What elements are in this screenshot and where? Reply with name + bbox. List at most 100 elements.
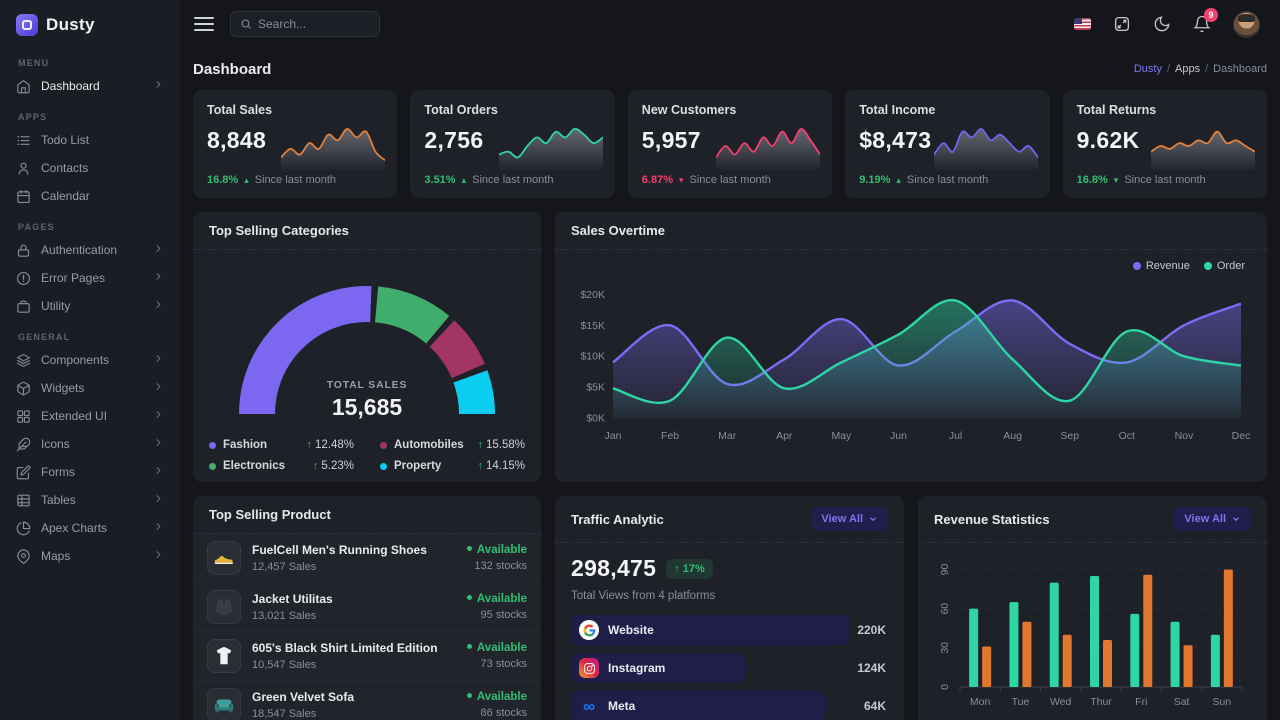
stat-value: $8,473 [859, 127, 932, 153]
traffic-analytic-card: Traffic Analytic View All 298,475 ↑ 17% … [555, 496, 904, 720]
product-jacket-image [207, 590, 241, 624]
category-legend-electronics: Electronics ↑ 5.23% [209, 460, 354, 472]
product-stock-info: Available 73 stocks [466, 642, 527, 670]
notifications-button[interactable]: 9 [1193, 8, 1218, 33]
sidebar-item-dashboard[interactable]: Dashboard [0, 72, 180, 100]
traffic-subtitle: Total Views from 4 platforms [571, 590, 716, 602]
sidebar-item-widgets[interactable]: Widgets [0, 374, 180, 402]
briefcase-icon [16, 299, 31, 314]
trend-down-icon: ▾ [1113, 174, 1119, 185]
sidebar-item-forms[interactable]: Forms [0, 458, 180, 486]
brand-logo[interactable]: Dusty [0, 12, 180, 46]
breadcrumb: Dusty / Apps / Dashboard [1134, 63, 1267, 75]
sidebar-item-label: Widgets [41, 381, 85, 395]
traffic-view-all-button[interactable]: View All [811, 507, 888, 531]
platform-name: Meta [608, 699, 636, 713]
breadcrumb-item[interactable]: Apps [1175, 63, 1201, 75]
search-input[interactable] [258, 17, 368, 31]
breadcrumb-item: Dashboard [1213, 63, 1267, 75]
product-row[interactable]: Green Velvet Sofa 18,547 Sales Available… [193, 681, 541, 720]
sidebar-item-calendar[interactable]: Calendar [0, 182, 180, 210]
breadcrumb-separator: / [1166, 63, 1171, 75]
category-name: Property [394, 460, 442, 472]
product-status: Available [466, 544, 527, 556]
product-row[interactable]: FuelCell Men's Running Shoes 12,457 Sale… [193, 534, 541, 583]
svg-text:Fri: Fri [1135, 696, 1147, 708]
table-icon [16, 493, 31, 508]
sidebar-item-contacts[interactable]: Contacts [0, 154, 180, 182]
sales-area-chart: $0K $5K $10K $15K $20K Jan Feb Mar Apr May Jun Jul A… [580, 289, 1250, 442]
revenue-bar-chart: 0 30 60 90 Mon Tue Wed Thur Fri Sat Sun [939, 564, 1243, 708]
chevron-right-icon [153, 271, 164, 285]
sidebar-item-utility[interactable]: Utility [0, 292, 180, 320]
top-selling-categories-card: Top Selling Categories TOTAL SALES 15,68… [193, 212, 541, 482]
search-icon [241, 19, 251, 29]
gauge-center-value: 15,685 [331, 394, 403, 420]
search-box[interactable] [230, 11, 380, 37]
stat-card-new-customers: New Customers 5,957 6.87% ▾ Since last m… [627, 90, 833, 198]
language-flag-button[interactable] [1074, 18, 1091, 30]
fullscreen-button[interactable] [1113, 15, 1131, 33]
sidebar-item-icons[interactable]: Icons [0, 430, 180, 458]
category-change: 14.15% [485, 460, 525, 472]
status-dot-icon [466, 546, 472, 551]
platform-row-meta[interactable]: ∞ Meta 64K [571, 691, 888, 720]
revenue-view-all-button[interactable]: View All [1174, 507, 1251, 531]
stat-title: Total Sales [207, 103, 273, 117]
product-stocks: 95 stocks [480, 609, 527, 621]
sidebar-item-label: Tables [41, 493, 76, 507]
svg-text:Wed: Wed [1050, 696, 1072, 708]
notification-badge: 9 [1204, 8, 1218, 22]
sidebar-item-error-pages[interactable]: Error Pages [0, 264, 180, 292]
topbar-actions: 9 [1074, 8, 1260, 38]
svg-text:Jan: Jan [605, 430, 622, 442]
sidebar-item-todo-list[interactable]: Todo List [0, 126, 180, 154]
product-row[interactable]: 605's Black Shirt Limited Edition 10,547… [193, 632, 541, 681]
product-shoe-image [207, 541, 241, 575]
sidebar-item-tables[interactable]: Tables [0, 486, 180, 514]
sidebar-item-apex-charts[interactable]: Apex Charts [0, 514, 180, 542]
alert-icon [16, 271, 31, 286]
traffic-total-views: 298,475 [571, 555, 657, 581]
breadcrumb-item[interactable]: Dusty [1133, 63, 1162, 75]
platform-row-website[interactable]: Website 220K [571, 615, 888, 645]
svg-text:Tue: Tue [1012, 696, 1030, 708]
sidebar-item-extended-ui[interactable]: Extended UI [0, 402, 180, 430]
stat-footer: 6.87% ▾ Since last month [642, 174, 771, 186]
grid-icon [16, 409, 31, 424]
nav-section-label: GENERAL [18, 332, 71, 342]
product-name: Green Velvet Sofa [252, 690, 355, 704]
platform-name: Instagram [608, 661, 666, 675]
revenue-card-title: Revenue Statistics [934, 511, 1050, 527]
categories-card-body: TOTAL SALES 15,685 Fashion ↑ 12.48% Auto… [193, 250, 541, 472]
trend-up-icon: ↑ [477, 439, 483, 451]
chevron-right-icon [153, 521, 164, 535]
product-sofa-image [207, 688, 241, 720]
fullscreen-icon [1114, 16, 1130, 32]
platform-row-instagram[interactable]: Instagram 124K [571, 653, 888, 683]
user-avatar[interactable] [1233, 10, 1260, 38]
nav-section-label: APPS [18, 112, 48, 122]
product-stocks: 86 stocks [480, 707, 527, 719]
dark-mode-button[interactable] [1153, 15, 1171, 33]
brand-logo-icon [16, 14, 38, 36]
sidebar-item-components[interactable]: Components [0, 346, 180, 374]
svg-text:Mar: Mar [718, 430, 737, 442]
status-dot-icon [466, 595, 472, 600]
sidebar-item-label: Icons [41, 437, 70, 451]
products-card-header: Top Selling Product [193, 496, 541, 534]
stat-title: New Customers [641, 103, 737, 117]
stat-since-label: Since last month [472, 174, 554, 186]
lock-icon [16, 243, 31, 258]
menu-toggle-icon[interactable] [194, 17, 214, 31]
sidebar-item-authentication[interactable]: Authentication [0, 236, 180, 264]
sidebar-item-maps[interactable]: Maps [0, 542, 180, 570]
list-icon [16, 133, 31, 148]
sidebar-item-label: Dashboard [41, 79, 100, 93]
chevron-right-icon [153, 549, 164, 563]
product-row[interactable]: Jacket Utilitas 13,021 Sales Available 9… [193, 583, 541, 632]
stat-card-total-orders: Total Orders 2,756 3.51% ▴ Since last mo… [410, 90, 615, 198]
stat-value: 9.62K [1076, 127, 1140, 153]
sidebar: Dusty MENU Dashboard APPS Todo List Cont… [0, 0, 180, 720]
